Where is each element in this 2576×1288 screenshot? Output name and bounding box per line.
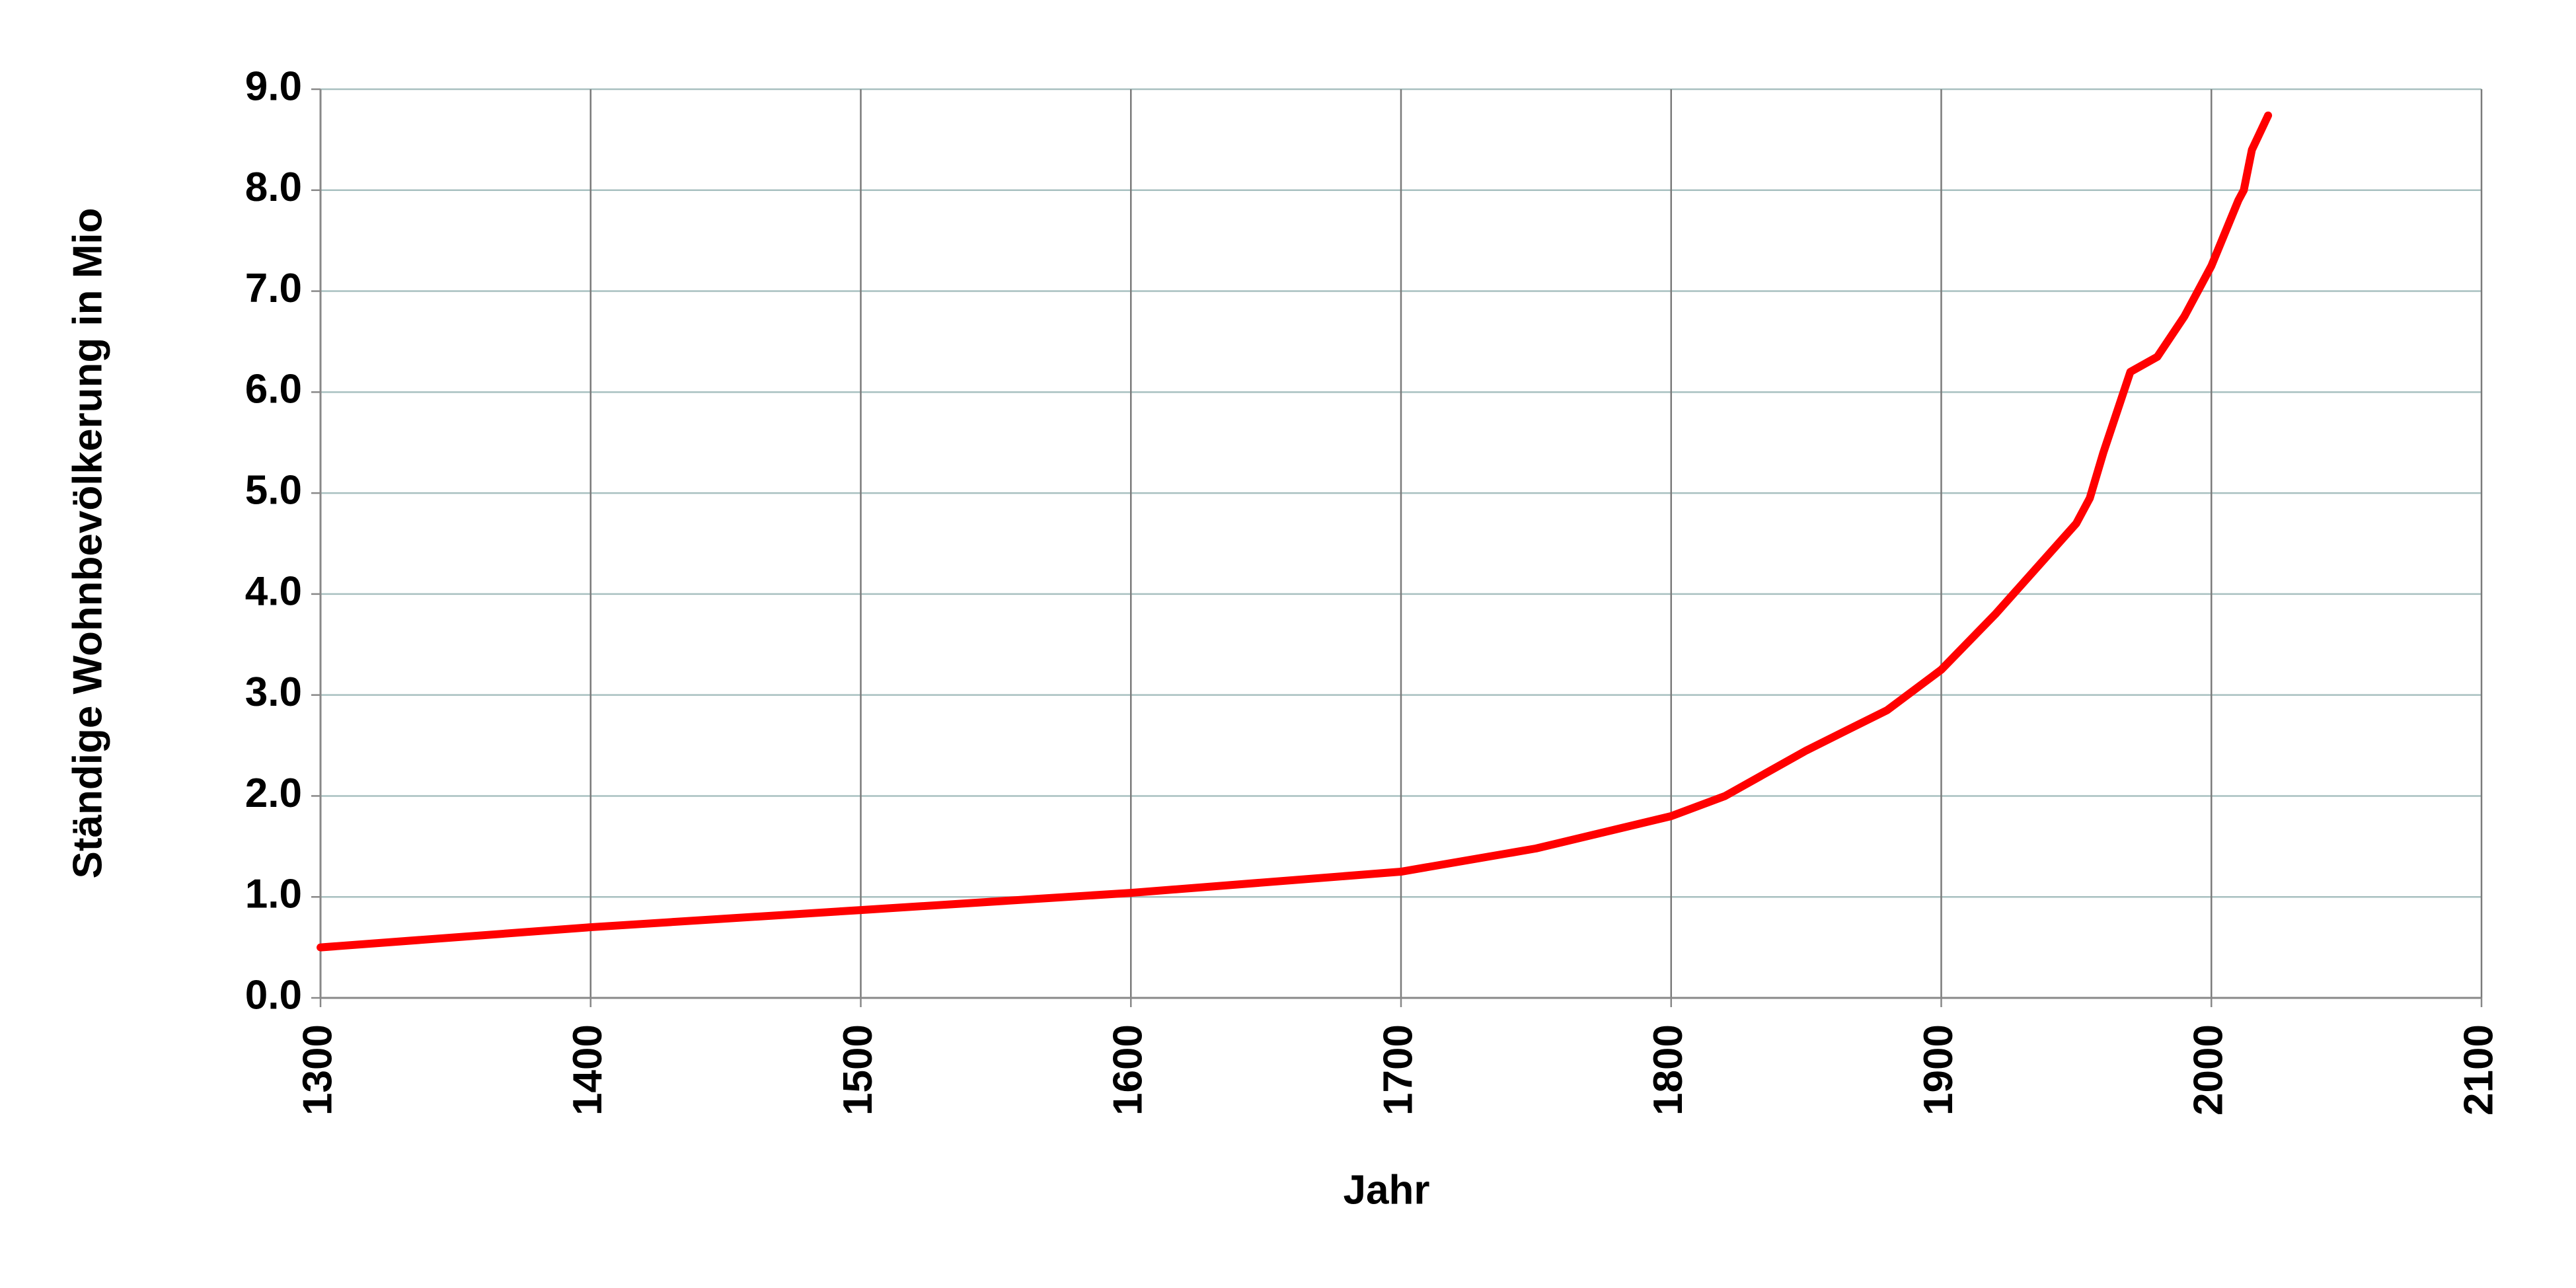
y-tick-label: 5.0	[245, 467, 302, 513]
x-tick-label: 1300	[295, 1024, 340, 1116]
y-tick-label: 1.0	[245, 872, 302, 917]
x-tick-label: 1900	[1916, 1024, 1961, 1116]
y-tick-label: 3.0	[245, 669, 302, 715]
data-line	[317, 111, 2273, 952]
x-tick-label: 1800	[1646, 1024, 1691, 1116]
y-tick-label: 9.0	[245, 63, 302, 109]
x-tick-label: 1500	[835, 1024, 881, 1116]
x-axis-label: Jahr	[1344, 1167, 1430, 1213]
y-tick-label: 7.0	[245, 266, 302, 311]
x-tick-label: 1700	[1375, 1024, 1421, 1116]
x-tick-label: 1400	[565, 1024, 611, 1116]
y-tick-label: 6.0	[245, 367, 302, 412]
y-tick-label: 8.0	[245, 165, 302, 210]
x-tick-label: 2000	[2186, 1024, 2232, 1116]
x-tick-label: 2100	[2456, 1024, 2501, 1116]
x-tick-label: 1600	[1106, 1024, 1151, 1116]
y-tick-label: 4.0	[245, 568, 302, 614]
y-axis-label: Ständige Wohnbevölkerung in Mio	[65, 208, 110, 879]
y-tick-label: 2.0	[245, 771, 302, 816]
y-tick-label: 0.0	[245, 972, 302, 1018]
